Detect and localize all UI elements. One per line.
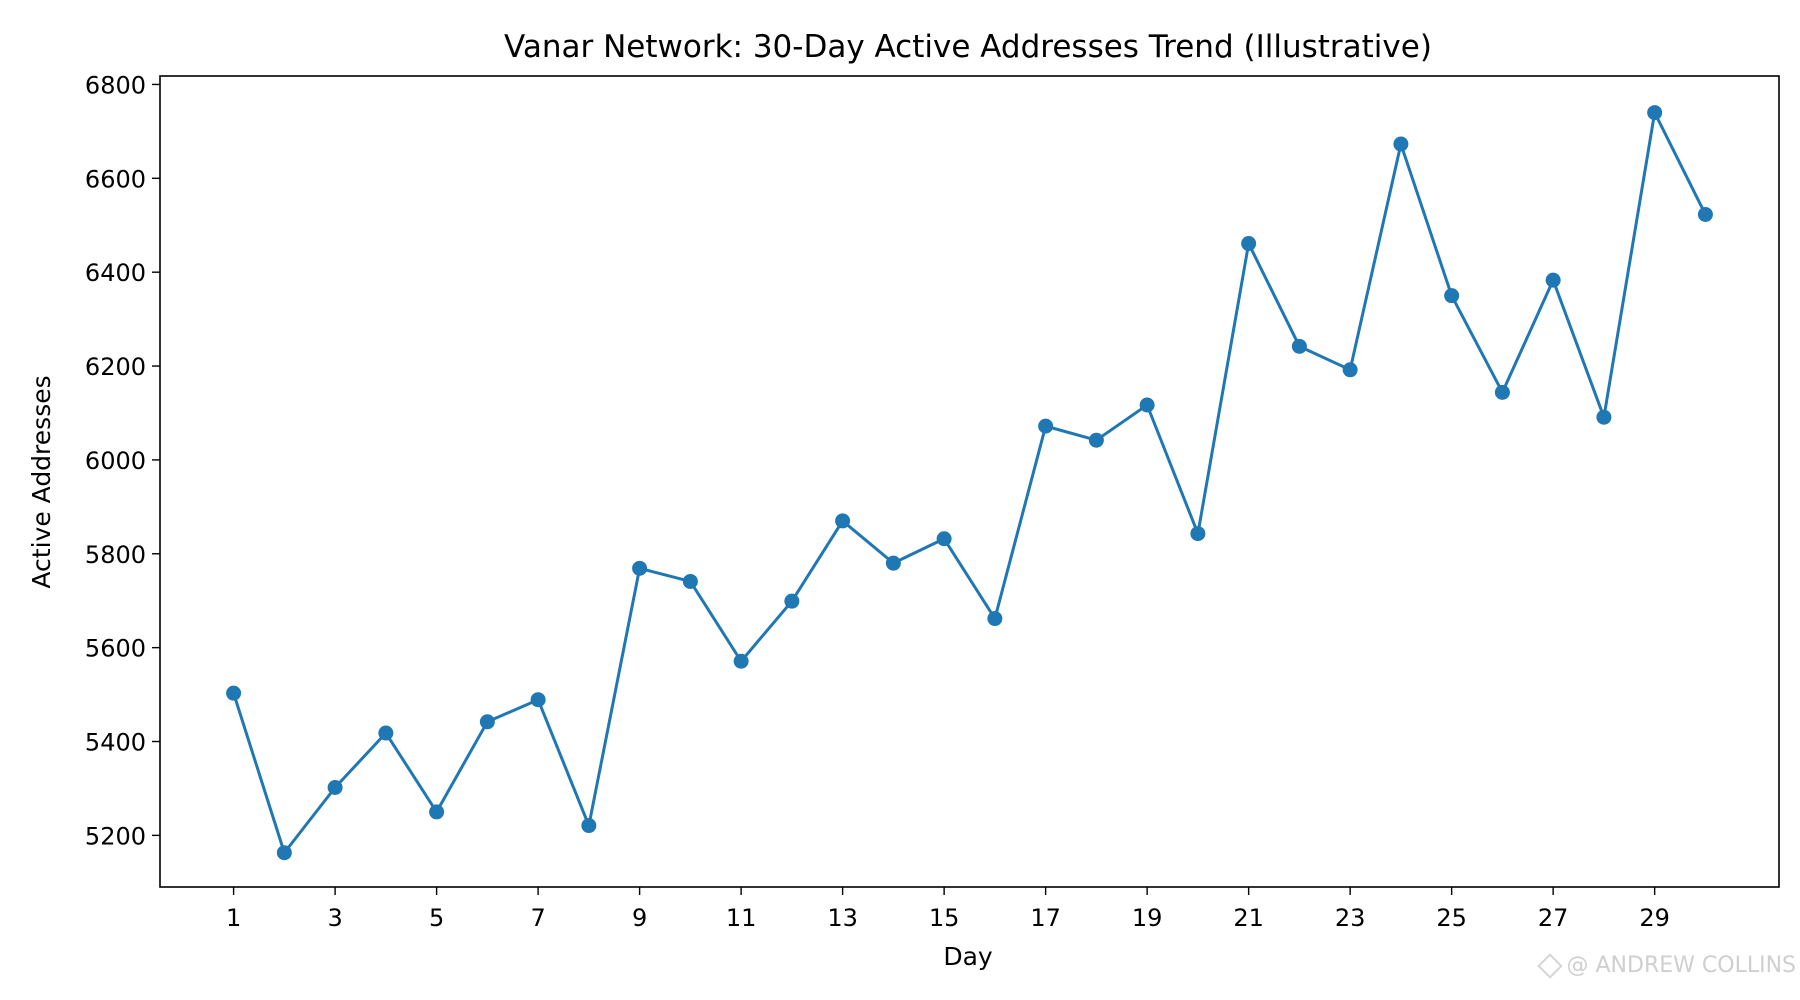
y-tick-label: 6400 bbox=[85, 259, 146, 287]
data-point bbox=[276, 845, 292, 861]
plot-frame bbox=[159, 75, 1780, 888]
data-point bbox=[1596, 409, 1612, 425]
x-tick-label: 23 bbox=[1335, 904, 1366, 932]
y-tick-label: 6600 bbox=[85, 165, 146, 193]
data-point bbox=[733, 653, 749, 669]
data-point bbox=[530, 692, 546, 708]
y-tick-label: 5600 bbox=[85, 635, 146, 663]
data-point bbox=[1342, 362, 1358, 378]
watermark: @ ANDREW COLLINS bbox=[1536, 953, 1796, 979]
data-point bbox=[1647, 105, 1663, 121]
watermark-text: @ ANDREW COLLINS bbox=[1566, 953, 1796, 978]
x-tick-label: 3 bbox=[327, 904, 342, 932]
x-tick-label: 1 bbox=[226, 904, 241, 932]
y-tick-label: 6200 bbox=[85, 353, 146, 381]
chart-title: Vanar Network: 30-Day Active Addresses T… bbox=[504, 29, 1432, 65]
data-point bbox=[479, 714, 495, 730]
x-tick-label: 15 bbox=[929, 904, 960, 932]
plot-area bbox=[159, 75, 1780, 888]
data-point bbox=[1038, 418, 1054, 434]
binance-diamond-icon bbox=[1536, 953, 1563, 979]
x-axis-label: Day bbox=[943, 942, 993, 971]
data-point bbox=[1444, 288, 1460, 304]
data-point bbox=[1697, 206, 1713, 222]
y-tick-label: 5400 bbox=[85, 729, 146, 757]
data-point bbox=[429, 804, 445, 820]
data-point bbox=[987, 611, 1003, 627]
data-point bbox=[1494, 384, 1510, 400]
data-point bbox=[378, 725, 394, 741]
x-tick-label: 29 bbox=[1639, 904, 1670, 932]
x-tick-label: 7 bbox=[530, 904, 545, 932]
data-point bbox=[1139, 397, 1155, 413]
y-axis-label: Active Addresses bbox=[27, 375, 56, 588]
data-point bbox=[1241, 236, 1257, 252]
y-tick-label: 6800 bbox=[85, 71, 146, 99]
series-layer bbox=[226, 105, 1713, 861]
x-tick-label: 27 bbox=[1538, 904, 1569, 932]
x-axis: 1 3 5 7 9 11 13 15 17 19 21 23 25 27 29 bbox=[226, 887, 1670, 932]
x-tick-label: 13 bbox=[827, 904, 858, 932]
x-tick-label: 19 bbox=[1132, 904, 1163, 932]
x-tick-label: 5 bbox=[429, 904, 444, 932]
y-axis: 5200 5400 5600 5800 6000 6200 6400 6600 6800 bbox=[85, 71, 160, 850]
data-point bbox=[682, 573, 698, 589]
data-point bbox=[1545, 272, 1561, 288]
x-tick-label: 9 bbox=[632, 904, 647, 932]
y-tick-label: 5200 bbox=[85, 822, 146, 850]
data-point bbox=[1393, 136, 1409, 152]
data-point bbox=[1190, 526, 1206, 542]
y-tick-label: 5800 bbox=[85, 541, 146, 569]
data-point bbox=[327, 780, 343, 796]
data-point bbox=[632, 560, 648, 576]
x-tick-label: 11 bbox=[726, 904, 757, 932]
data-point bbox=[784, 593, 800, 609]
x-tick-label: 21 bbox=[1233, 904, 1264, 932]
data-point bbox=[885, 555, 901, 571]
data-point bbox=[581, 818, 597, 834]
data-point bbox=[1088, 432, 1104, 448]
x-tick-label: 17 bbox=[1030, 904, 1061, 932]
data-point bbox=[936, 531, 952, 547]
data-point bbox=[835, 513, 851, 529]
data-point bbox=[226, 685, 242, 701]
data-point bbox=[1291, 338, 1307, 354]
series-line bbox=[232, 111, 1707, 855]
y-tick-label: 6000 bbox=[85, 447, 146, 475]
x-tick-label: 25 bbox=[1436, 904, 1467, 932]
